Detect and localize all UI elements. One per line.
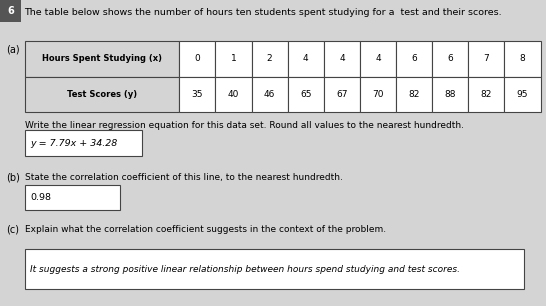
Text: 4: 4 bbox=[339, 54, 345, 63]
Text: 2: 2 bbox=[267, 54, 272, 63]
Text: 82: 82 bbox=[408, 90, 420, 99]
Text: It suggests a strong positive linear relationship between hours spend studying a: It suggests a strong positive linear rel… bbox=[30, 265, 460, 274]
Text: Explain what the correlation coefficient suggests in the context of the problem.: Explain what the correlation coefficient… bbox=[25, 225, 385, 234]
Text: 6: 6 bbox=[447, 54, 453, 63]
Text: 82: 82 bbox=[480, 90, 492, 99]
Text: 70: 70 bbox=[372, 90, 384, 99]
Text: Write the linear regression equation for this data set. Round all values to the : Write the linear regression equation for… bbox=[25, 121, 464, 130]
Text: 6: 6 bbox=[411, 54, 417, 63]
Text: The table below shows the number of hours ten students spent studying for a  tes: The table below shows the number of hour… bbox=[25, 8, 502, 17]
Text: 46: 46 bbox=[264, 90, 275, 99]
Text: 6: 6 bbox=[7, 6, 14, 16]
Text: 95: 95 bbox=[517, 90, 528, 99]
Text: Hours Spent Studying (x): Hours Spent Studying (x) bbox=[42, 54, 162, 63]
Text: 4: 4 bbox=[375, 54, 381, 63]
Text: State the correlation coefficient of this line, to the nearest hundredth.: State the correlation coefficient of thi… bbox=[25, 173, 342, 182]
Text: 7: 7 bbox=[484, 54, 489, 63]
Text: 8: 8 bbox=[520, 54, 525, 63]
Text: (b): (b) bbox=[7, 173, 20, 183]
Text: 0.98: 0.98 bbox=[30, 192, 51, 202]
Text: 88: 88 bbox=[444, 90, 456, 99]
Text: (c): (c) bbox=[7, 225, 20, 235]
Text: 1: 1 bbox=[230, 54, 236, 63]
Text: 65: 65 bbox=[300, 90, 312, 99]
Text: 40: 40 bbox=[228, 90, 239, 99]
Text: (a): (a) bbox=[7, 44, 20, 54]
Text: 0: 0 bbox=[194, 54, 200, 63]
Text: 4: 4 bbox=[303, 54, 308, 63]
Text: Test Scores (y): Test Scores (y) bbox=[67, 90, 137, 99]
Text: 67: 67 bbox=[336, 90, 348, 99]
Text: y = 7.79x + 34.28: y = 7.79x + 34.28 bbox=[30, 139, 117, 147]
Text: 35: 35 bbox=[192, 90, 203, 99]
